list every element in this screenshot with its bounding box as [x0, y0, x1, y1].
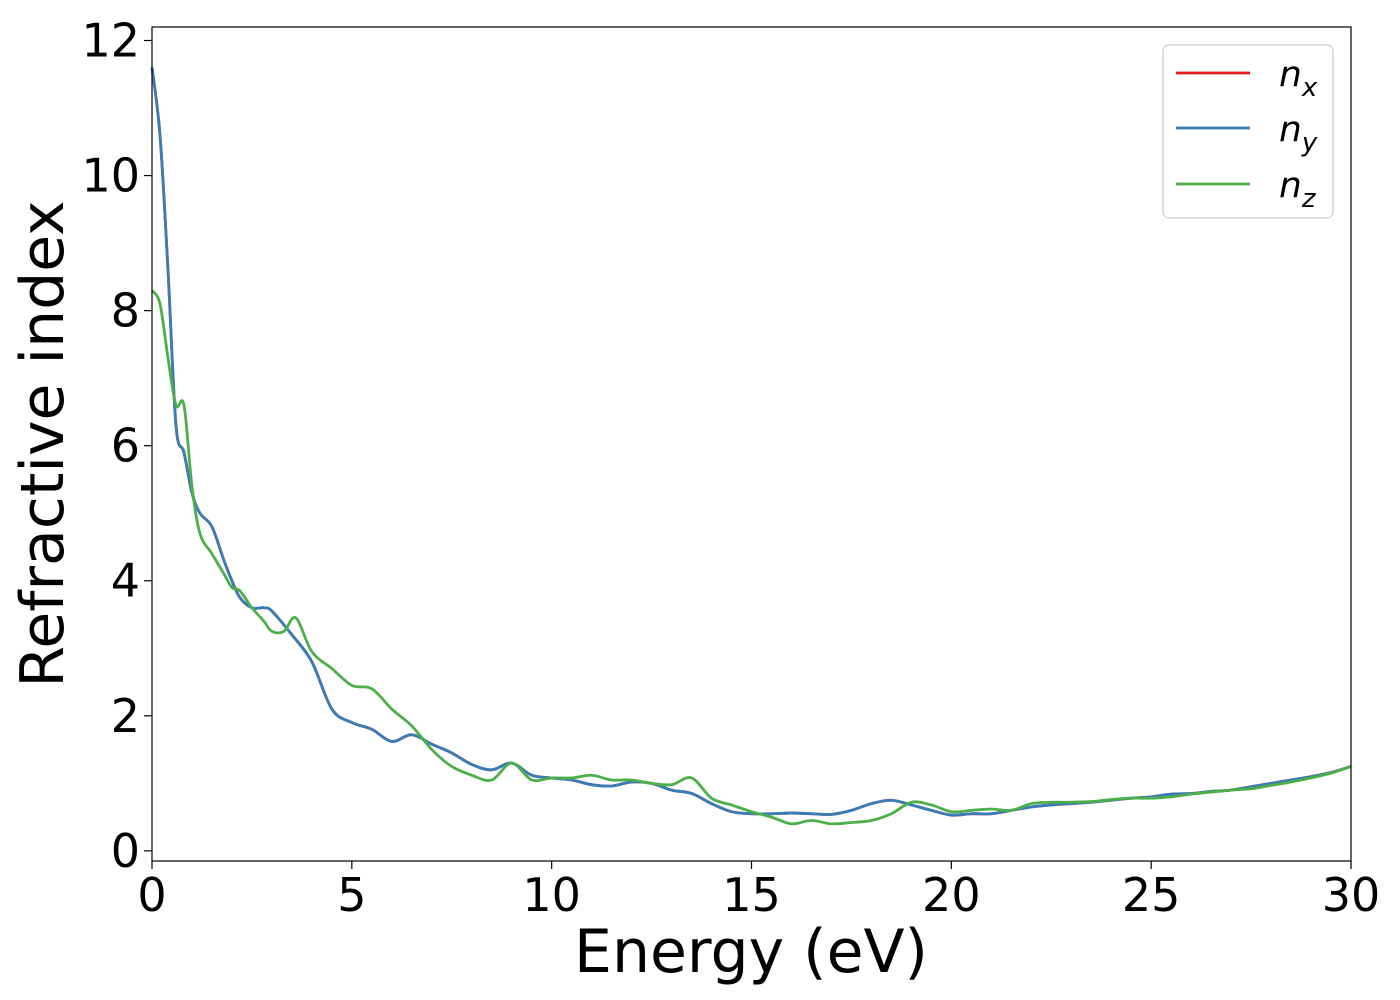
y-tick-label: 8: [111, 284, 140, 338]
y-tick-label: 2: [111, 689, 140, 743]
y-tick-label: 6: [111, 419, 140, 473]
x-tick-label: 10: [522, 868, 581, 922]
x-tick-label: 0: [137, 868, 166, 922]
x-tick-label: 25: [1122, 868, 1181, 922]
x-tick-label: 15: [722, 868, 781, 922]
series-line-n-z: [150, 289, 1352, 826]
legend-box: [1162, 44, 1334, 219]
x-tick-label: 20: [922, 868, 981, 922]
x-axis-title: Energy (eV): [574, 917, 928, 987]
y-tick-label: 12: [81, 14, 140, 68]
y-tick-label: 10: [81, 149, 140, 203]
x-axis-ticks: 0 5 10 15 20 25 30: [137, 861, 1380, 922]
y-tick-label: 4: [111, 554, 140, 608]
y-tick-label: 0: [111, 824, 140, 878]
y-axis-title: Refractive index: [8, 200, 78, 687]
x-tick-label: 30: [1322, 868, 1381, 922]
x-tick-label: 5: [337, 868, 366, 922]
series-layer: [150, 67, 1352, 826]
y-axis-ticks: 0 2 4 6 8 10 12: [81, 14, 152, 878]
